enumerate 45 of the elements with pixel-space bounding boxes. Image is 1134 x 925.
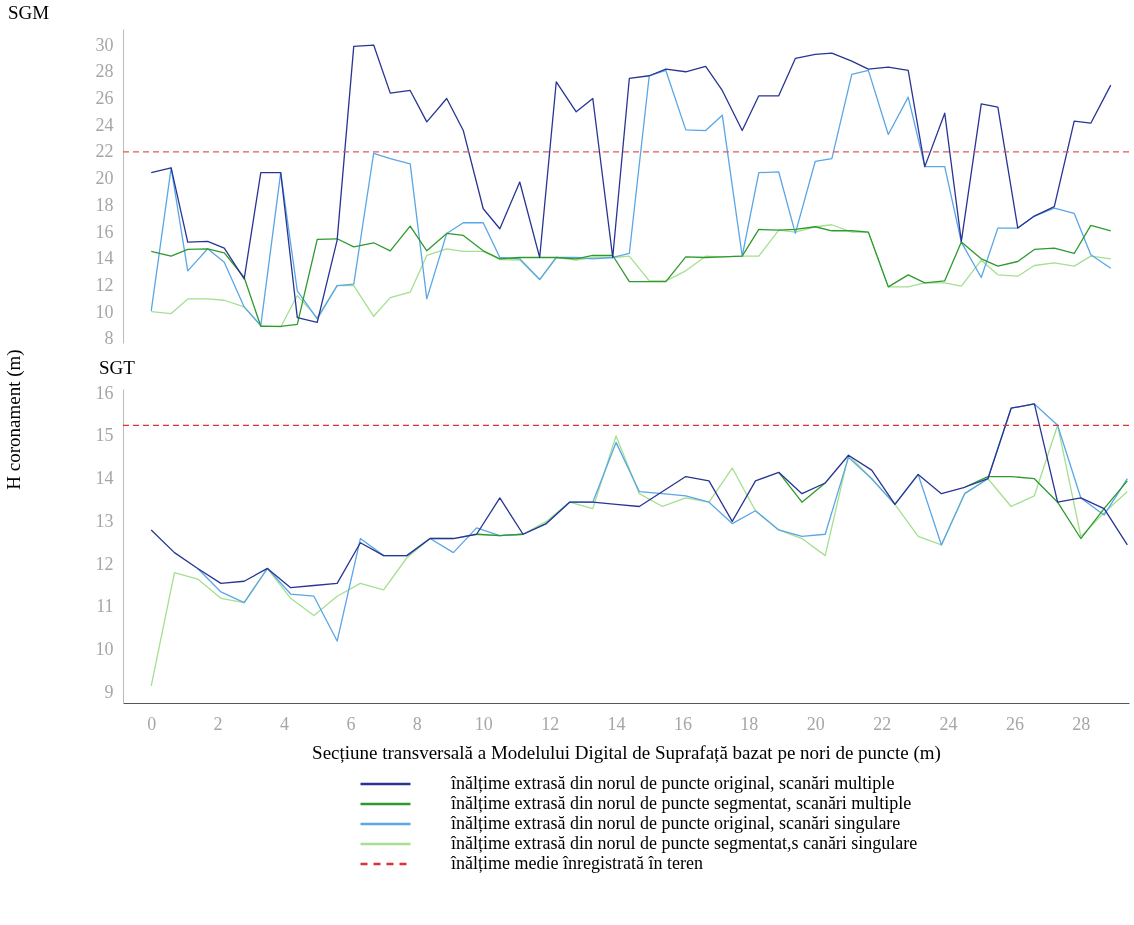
y-tick-label: 11 bbox=[96, 596, 114, 617]
x-tick-label: 14 bbox=[607, 713, 626, 734]
x-tick-label: 4 bbox=[280, 713, 290, 734]
x-tick-label: 2 bbox=[213, 713, 223, 734]
x-tick-label: 28 bbox=[1072, 713, 1091, 734]
legend-label: înălțime extrasă din norul de puncte original, scanări multiple bbox=[450, 773, 895, 793]
x-tick-label: 0 bbox=[147, 713, 157, 734]
legend-label: înălțime extrasă din norul de puncte segmentat, scanări multiple bbox=[450, 793, 912, 813]
y-tick-label: 10 bbox=[95, 639, 114, 660]
y-tick-label: 22 bbox=[95, 141, 114, 162]
x-tick-label: 8 bbox=[412, 713, 422, 734]
x-tick-label: 16 bbox=[673, 713, 692, 734]
y-tick-label: 8 bbox=[104, 328, 114, 349]
chart-title: SGT bbox=[99, 357, 136, 379]
y-tick-label: 26 bbox=[95, 87, 114, 108]
y-tick-label: 14 bbox=[95, 468, 114, 489]
y-tick-label: 15 bbox=[95, 425, 114, 446]
legend-label: înălțime extrasă din norul de puncte segmentat,s canări singulare bbox=[450, 833, 918, 853]
y-tick-label: 30 bbox=[95, 34, 114, 55]
x-tick-label: 22 bbox=[873, 713, 892, 734]
y-tick-label: 9 bbox=[104, 681, 114, 702]
y-tick-label: 20 bbox=[95, 168, 114, 189]
y-tick-label: 16 bbox=[95, 382, 114, 403]
y-tick-label: 28 bbox=[95, 61, 114, 82]
y-tick-label: 16 bbox=[95, 221, 114, 242]
x-tick-label: 26 bbox=[1005, 713, 1024, 734]
y-tick-label: 12 bbox=[95, 275, 114, 296]
y-tick-label: 14 bbox=[95, 248, 114, 269]
line-series bbox=[150, 403, 1128, 589]
x-tick-label: 12 bbox=[541, 713, 560, 734]
x-tick-label: 10 bbox=[474, 713, 493, 734]
x-tick-label: 6 bbox=[346, 713, 356, 734]
legend-label: înălțime extrasă din norul de puncte original, scanări singulare bbox=[450, 813, 901, 833]
x-tick-label: 24 bbox=[939, 713, 958, 734]
legend-label: înălțime medie înregistrată în teren bbox=[450, 853, 703, 873]
y-tick-label: 24 bbox=[95, 114, 114, 135]
chart-title: SGM bbox=[8, 2, 50, 23]
y-tick-label: 18 bbox=[95, 194, 114, 215]
y-tick-label: 12 bbox=[95, 553, 114, 574]
y-axis-title: H coronament (m) bbox=[2, 349, 25, 490]
y-tick-label: 13 bbox=[95, 510, 114, 531]
x-axis-title: Secțiune transversală a Modelului Digital de Suprafață bazat pe nori de puncte (m) bbox=[312, 741, 941, 764]
x-tick-label: 18 bbox=[740, 713, 759, 734]
y-tick-label: 10 bbox=[95, 301, 114, 322]
x-tick-label: 20 bbox=[806, 713, 825, 734]
